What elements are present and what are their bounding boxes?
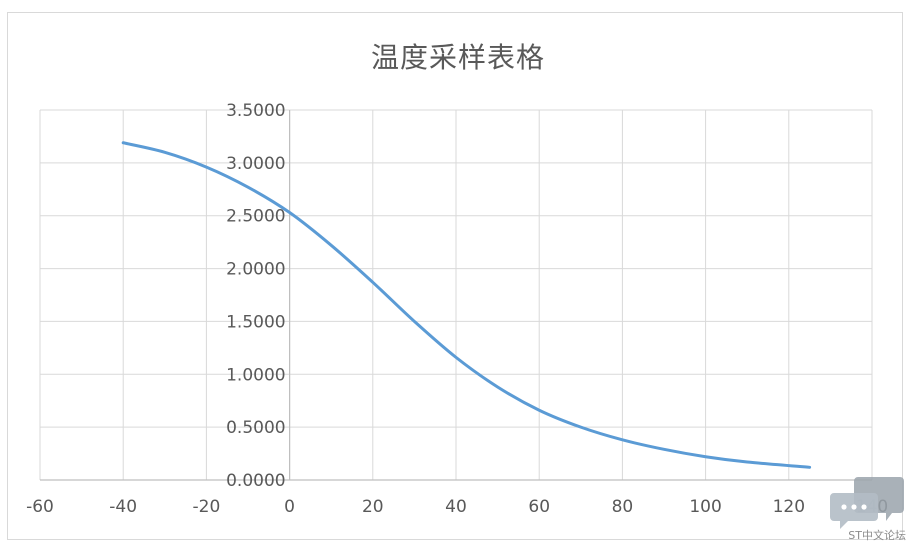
y-tick-label: 3.0000	[226, 154, 285, 174]
y-tick-label: 3.5000	[226, 101, 285, 121]
x-tick-label: 80	[612, 497, 634, 517]
x-tick-label: 20	[362, 497, 384, 517]
series-group	[121, 141, 812, 469]
x-tick-label: -20	[193, 497, 221, 517]
axes	[40, 110, 872, 481]
chart-frame	[7, 12, 903, 540]
gridlines	[39, 109, 873, 481]
watermark-text: ST中文论坛	[848, 529, 906, 542]
x-tick-label: -40	[109, 497, 137, 517]
x-tick-label: 0	[284, 497, 295, 517]
x-tick-labels: -60-40-20020406080100120140	[26, 497, 888, 517]
y-tick-label: 2.0000	[226, 260, 285, 280]
y-tick-label: 2.5000	[226, 207, 285, 227]
y-tick-labels: 0.0000 0.5000 1.0000 1.5000 2.0000 2.5000 3.00…	[226, 101, 285, 491]
x-tick-label: 60	[528, 497, 550, 517]
x-tick-label: -60	[26, 497, 54, 517]
x-tick-label: 100	[689, 497, 721, 517]
y-tick-label: 0.0000	[226, 471, 285, 491]
series-line	[121, 141, 812, 469]
y-tick-label: 0.5000	[226, 418, 285, 438]
x-tick-label: 40	[445, 497, 467, 517]
y-tick-label: 1.5000	[226, 312, 285, 332]
chart-title: 温度采样表格	[370, 41, 545, 74]
y-tick-label: 1.0000	[226, 365, 285, 385]
x-tick-label: 120	[773, 497, 805, 517]
watermark-logo-icon	[830, 477, 904, 529]
